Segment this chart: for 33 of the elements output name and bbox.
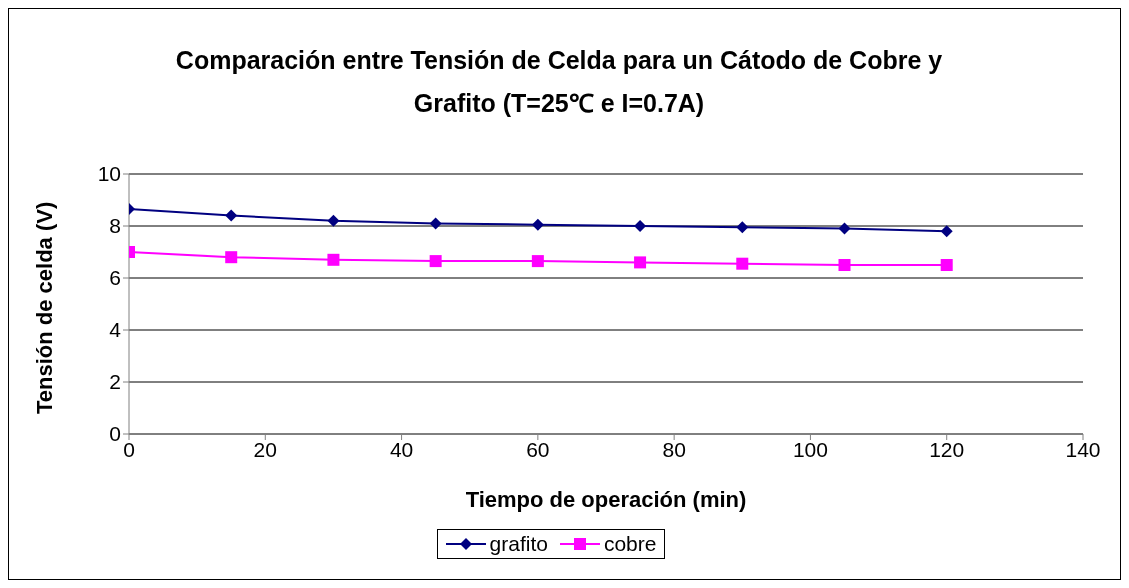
- point: [940, 259, 953, 271]
- point: [225, 251, 238, 264]
- x-axis-title: Tiempo de operación (min): [465, 487, 747, 512]
- point: [225, 209, 238, 222]
- point: [736, 257, 749, 270]
- x-tick-label: 80: [662, 437, 686, 461]
- point: [531, 218, 544, 231]
- point: [429, 217, 442, 230]
- x-tick-label: 40: [389, 437, 414, 461]
- legend-label: grafito: [488, 532, 548, 556]
- point: [327, 253, 340, 266]
- point: [940, 225, 953, 238]
- y-tick-label: 4: [109, 318, 122, 342]
- x-tick-label: 100: [792, 437, 828, 461]
- x-tick-label: 20: [253, 437, 277, 461]
- y-tick-label: 8: [109, 214, 121, 238]
- point: [327, 214, 340, 227]
- y-tick-label: 10: [97, 162, 121, 186]
- legend-label: cobre: [602, 532, 657, 556]
- point: [736, 221, 749, 234]
- y-tick-label: 2: [109, 370, 121, 394]
- point: [531, 255, 544, 268]
- x-tick-label: 60: [526, 437, 550, 461]
- y-axis-title: Tensión de celda (V): [31, 201, 57, 414]
- chart-title: Comparación entre Tensión de Celda para un Cátodo de Cobre y Grafito (T=25℃ e I=0.7A): [174, 45, 944, 119]
- y-tick-label: 6: [109, 266, 121, 290]
- y-tick-label: 0: [109, 422, 121, 446]
- point: [838, 259, 851, 271]
- point: [838, 222, 851, 235]
- point: [634, 256, 647, 269]
- x-tick-label: 120: [929, 437, 965, 461]
- point: [429, 255, 442, 268]
- x-tick-label: 140: [1065, 437, 1101, 461]
